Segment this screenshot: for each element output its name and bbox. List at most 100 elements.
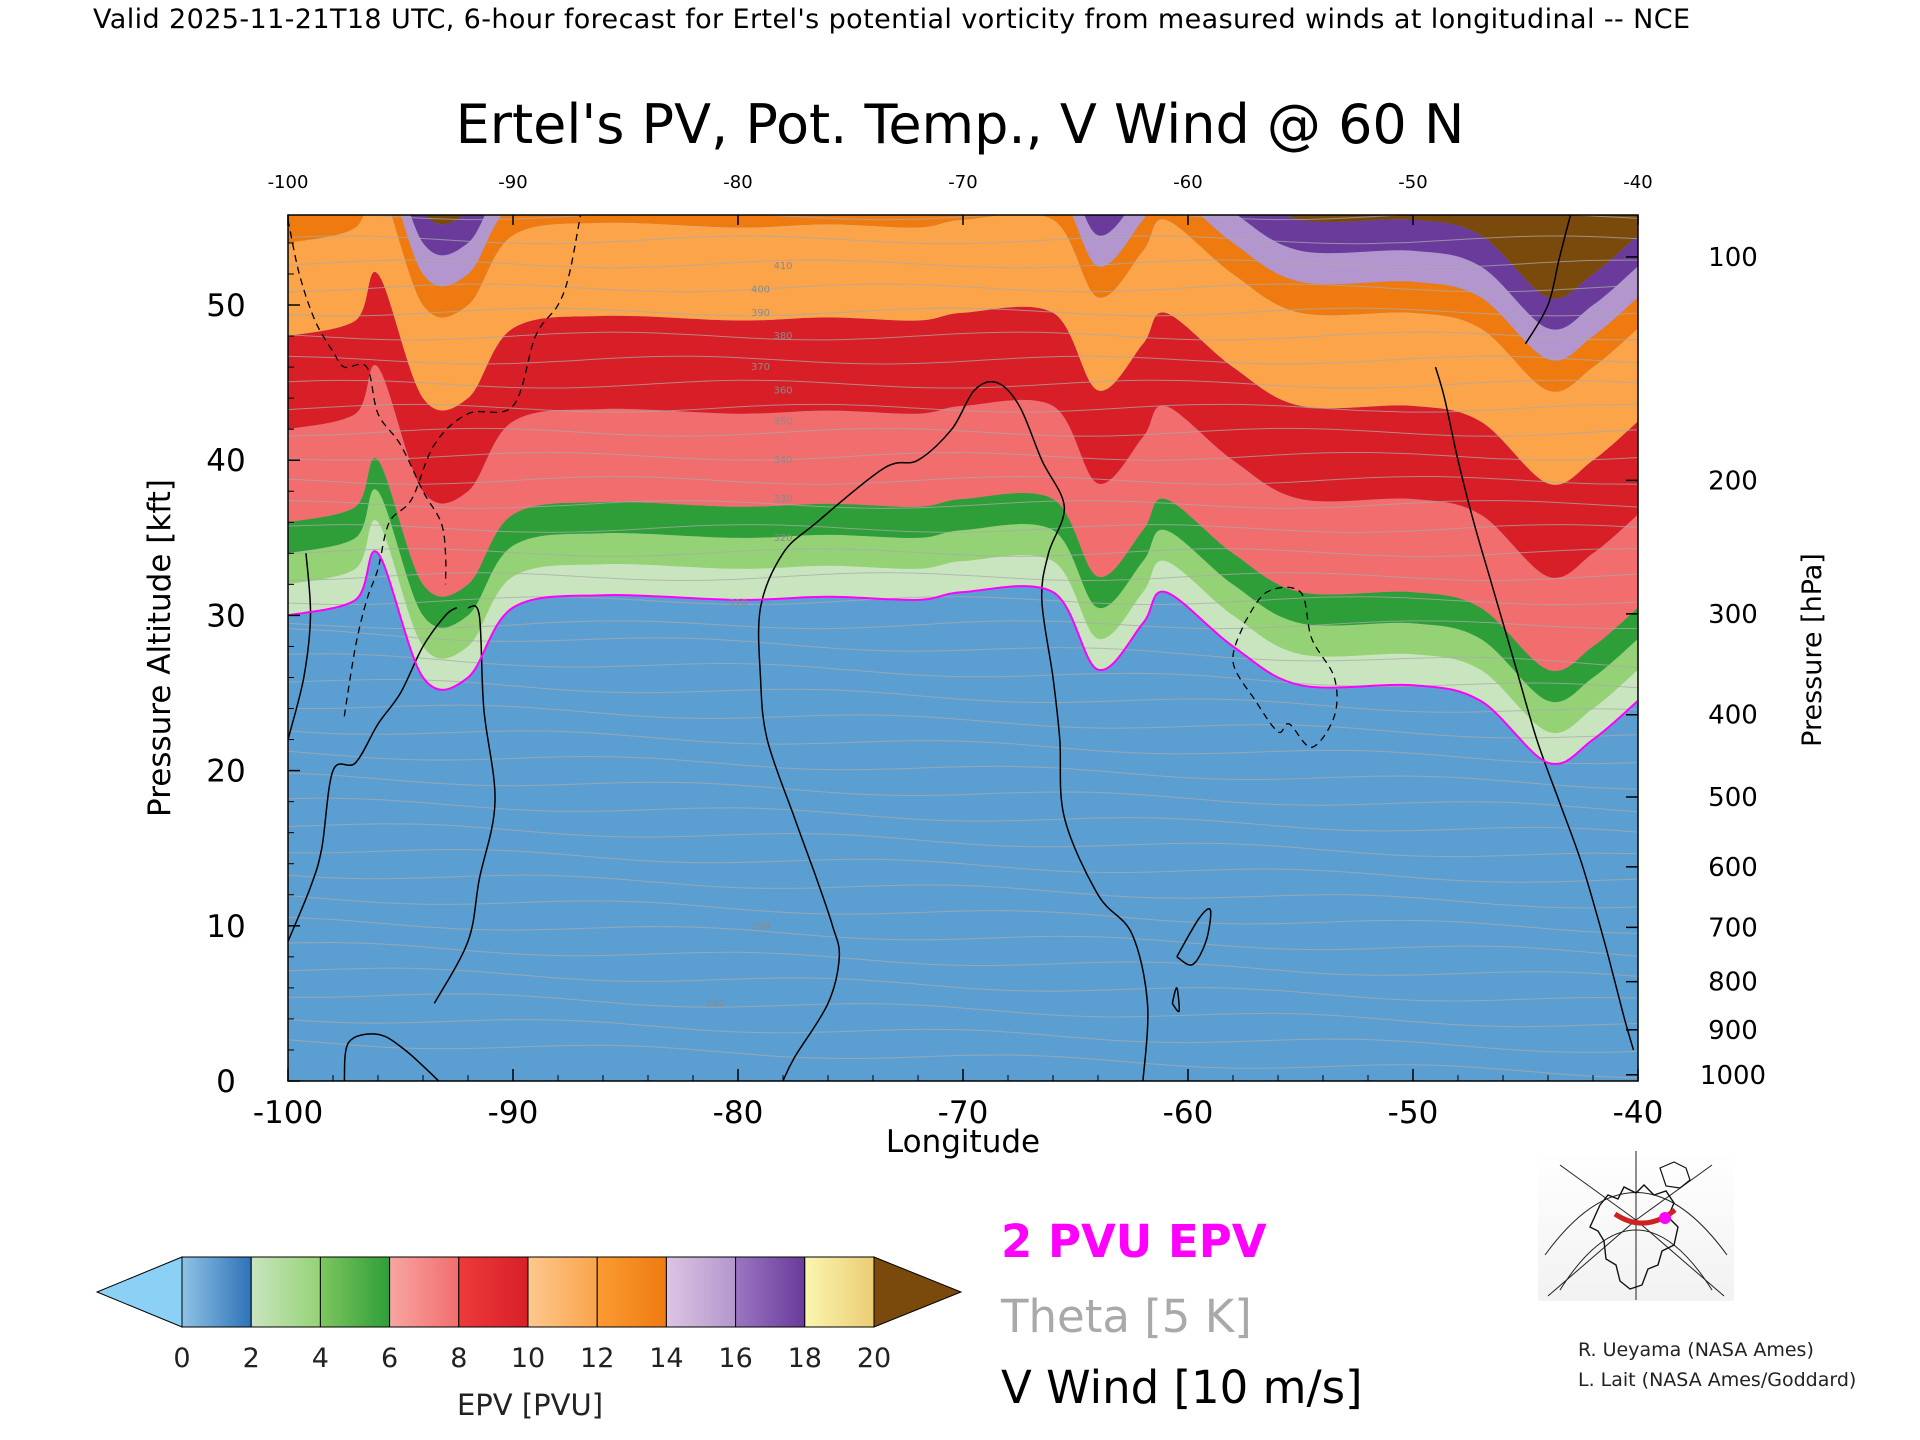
colorbar-tick-label: 8 bbox=[450, 1343, 467, 1374]
colorbar-segment bbox=[804, 1256, 875, 1328]
pv-band-2 bbox=[288, 520, 1638, 765]
chart-title: Ertel's PV, Pot. Temp., V Wind @ 60 N bbox=[456, 93, 1465, 156]
colorbar-segment bbox=[319, 1256, 391, 1328]
theta-contour bbox=[288, 704, 1638, 739]
x-top-tick-label: -40 bbox=[1623, 172, 1652, 193]
colorbar-tick-label: 12 bbox=[580, 1343, 614, 1374]
theta-contour bbox=[288, 427, 1638, 437]
v-wind-zero-contour bbox=[343, 1033, 440, 1081]
colorbar-segment bbox=[250, 1256, 321, 1328]
x-top-tick-label: -100 bbox=[268, 172, 309, 193]
pv-band-6 bbox=[288, 458, 1638, 703]
theta-contour bbox=[288, 500, 1638, 509]
theta-label: 410 bbox=[773, 261, 792, 272]
x-tick-label: -50 bbox=[1388, 1095, 1439, 1131]
theta-contour bbox=[288, 476, 1638, 485]
theta-contour bbox=[288, 548, 1638, 557]
v-wind-zero-contour bbox=[1176, 908, 1212, 966]
pressure-tick-label: 700 bbox=[1708, 913, 1758, 943]
theta-contour bbox=[288, 283, 1638, 293]
theta-label: 290 bbox=[751, 921, 770, 932]
y-tick-label: 30 bbox=[206, 598, 245, 634]
v-wind-zero-contour bbox=[288, 553, 312, 740]
v-wind-dashed-contour bbox=[288, 219, 447, 585]
colorbar-tick-label: 0 bbox=[173, 1343, 190, 1374]
colorbar-tick-label: 6 bbox=[381, 1343, 398, 1374]
credit-line-1: R. Ueyama (NASA Ames) bbox=[1578, 1339, 1814, 1361]
theta-contour bbox=[288, 379, 1638, 389]
legend-v-wind: V Wind [10 m/s] bbox=[1001, 1361, 1363, 1414]
pressure-tick-label: 200 bbox=[1708, 466, 1758, 496]
theta-contour bbox=[288, 730, 1638, 765]
theta-contour bbox=[288, 331, 1638, 341]
theta-label: 400 bbox=[751, 284, 770, 295]
colorbar-tick-label: 14 bbox=[649, 1343, 683, 1374]
x-top-tick-label: -50 bbox=[1398, 172, 1427, 193]
theta-label: 310 bbox=[728, 598, 747, 609]
theta-contour bbox=[288, 895, 1638, 934]
pressure-axis-right: 1000 900 800 700 600 500 400 300 200 100 bbox=[1626, 243, 1766, 1091]
theta-contour bbox=[288, 750, 1638, 790]
x-tick-label: -70 bbox=[938, 1095, 989, 1131]
theta-label: 390 bbox=[751, 308, 770, 319]
theta-contour bbox=[288, 797, 1638, 833]
pv-band-10 bbox=[288, 271, 1638, 578]
map-coastline bbox=[1659, 1161, 1691, 1189]
colorbar-segment bbox=[527, 1256, 598, 1328]
theta-contour bbox=[288, 524, 1638, 533]
colorbar-segment bbox=[458, 1256, 529, 1328]
x-top-tick-label: -70 bbox=[948, 172, 977, 193]
colorbar-over-arrow bbox=[873, 1256, 963, 1328]
pressure-tick-label: 800 bbox=[1708, 968, 1758, 998]
pv-band-14 bbox=[288, 215, 1638, 392]
theta-contour bbox=[288, 772, 1638, 813]
map-coastline bbox=[1589, 1184, 1679, 1290]
pv-band-12 bbox=[288, 215, 1638, 485]
theta-contour bbox=[288, 823, 1638, 858]
colorbar-segment bbox=[735, 1256, 806, 1328]
two-pvu-contour bbox=[288, 550, 1638, 766]
v-wind-zero-contour bbox=[757, 380, 1149, 1081]
colorbar-label: EPV [PVU] bbox=[457, 1388, 603, 1422]
colorbar-under-arrow bbox=[95, 1256, 183, 1328]
v-wind-zero-contour bbox=[1434, 366, 1635, 1051]
y-tick-label: 0 bbox=[216, 1064, 236, 1100]
x-tick-label: -100 bbox=[253, 1095, 323, 1131]
location-map-inset bbox=[1538, 1151, 1734, 1301]
location-marker bbox=[1659, 1212, 1671, 1224]
credit-line-2: L. Lait (NASA Ames/Goddard) bbox=[1578, 1369, 1856, 1391]
theta-contour bbox=[288, 849, 1638, 883]
theta-contour-labels: 280 290 310 320 330 340 350 360 370 380 390 400 410 bbox=[706, 261, 793, 1009]
colorbar-segment bbox=[389, 1256, 460, 1328]
theta-label: 350 bbox=[773, 416, 792, 427]
theta-contour bbox=[288, 874, 1638, 909]
pressure-tick-label: 100 bbox=[1708, 243, 1758, 273]
theta-contour bbox=[288, 993, 1638, 1028]
theta-contour bbox=[288, 307, 1638, 317]
colorbar-tick-label: 16 bbox=[718, 1343, 752, 1374]
pv-band-8 bbox=[288, 364, 1638, 672]
colorbar-tick-label: 4 bbox=[312, 1343, 329, 1374]
x-tick-label: -60 bbox=[1163, 1095, 1214, 1131]
x-top-tick-label: -60 bbox=[1173, 172, 1202, 193]
pressure-tick-label: 900 bbox=[1708, 1016, 1758, 1046]
colorbar-tick-label: 18 bbox=[788, 1343, 822, 1374]
pv-band-20 bbox=[425, 215, 1638, 299]
map-graticule-line bbox=[1635, 1164, 1713, 1221]
colorbar-segment bbox=[596, 1256, 667, 1328]
pressure-axis-label: Pressure [hPa] bbox=[1797, 553, 1828, 747]
colorbar-tick-label: 20 bbox=[857, 1343, 891, 1374]
pressure-tick-label: 500 bbox=[1708, 783, 1758, 813]
theta-label: 370 bbox=[751, 362, 770, 373]
y-tick-label: 10 bbox=[206, 909, 245, 945]
theta-label: 380 bbox=[773, 331, 792, 342]
theta-contour bbox=[288, 572, 1638, 581]
colorbar-segment bbox=[665, 1256, 737, 1328]
y-axis-label: Pressure Altitude [kft] bbox=[142, 479, 178, 817]
map-graticule-line bbox=[1635, 1219, 1725, 1297]
v-wind-zero-contour bbox=[1171, 987, 1180, 1013]
v-wind-dashed-contour bbox=[343, 215, 582, 717]
map-graticule-line bbox=[1559, 1164, 1637, 1221]
pressure-tick-label: 1000 bbox=[1700, 1061, 1766, 1091]
pressure-tick-label: 400 bbox=[1708, 701, 1758, 731]
